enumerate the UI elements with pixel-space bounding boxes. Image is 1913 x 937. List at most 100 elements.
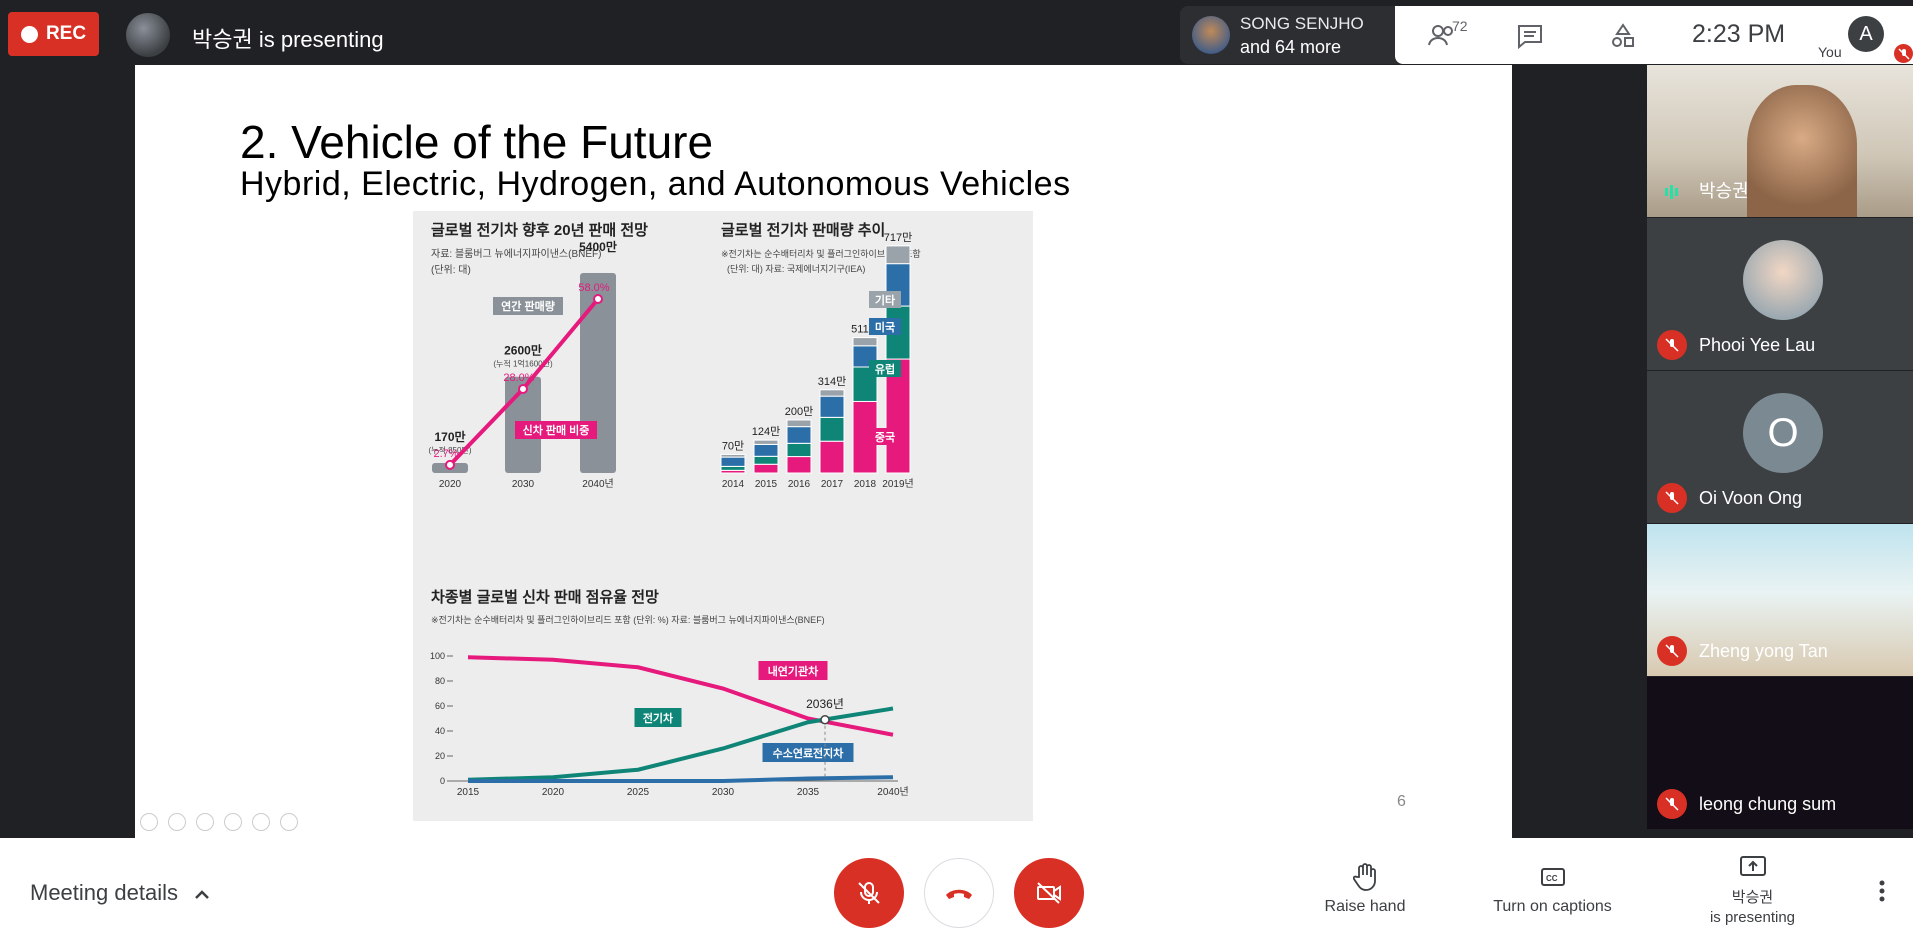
- participant-avatar: [1743, 240, 1823, 320]
- presentation-slide: 2. Vehicle of the Future Hybrid, Electri…: [135, 65, 1512, 838]
- mic-off-icon: [858, 882, 880, 904]
- right-gutter: [1512, 65, 1647, 838]
- people-icon[interactable]: [1424, 18, 1460, 54]
- chart2-bar-segment: [753, 455, 779, 465]
- chart2-legend-swatch: [869, 360, 901, 377]
- participant-avatar: [1192, 16, 1230, 54]
- participant-name: Phooi Yee Lau: [1699, 335, 1816, 355]
- meeting-details-label: Meeting details: [30, 880, 178, 905]
- chart2-x-tick: 2019년: [882, 478, 913, 490]
- leave-call-button[interactable]: [924, 858, 994, 928]
- chart1-callout-box: [493, 297, 563, 315]
- chart3-series-label-box: [762, 743, 854, 762]
- slides-icon[interactable]: [224, 813, 242, 831]
- chart3-series-label: 전기차: [643, 711, 674, 725]
- chart2-x-tick: 2018: [854, 479, 877, 490]
- top-bar: REC 박승권 is presenting SONG SENJHO and 64…: [0, 0, 1913, 65]
- chart2-bar-segment: [753, 463, 779, 474]
- chart1-source: 자료: 블룸버그 뉴에너지파이낸스(BNEF): [431, 248, 601, 260]
- chart3-y-tick: 60: [435, 701, 445, 711]
- chart1-callout-box: [515, 421, 597, 439]
- record-dot-icon: [20, 25, 38, 43]
- participant-tile[interactable]: leong chung sum: [1647, 677, 1913, 830]
- chart3-cross-label: 2036년: [806, 697, 844, 711]
- mic-off-icon: [1657, 330, 1687, 360]
- other-participants-chip[interactable]: SONG SENJHO and 64 more: [1180, 6, 1400, 64]
- others-count: and 64 more: [1240, 37, 1342, 57]
- pen-icon[interactable]: [196, 813, 214, 831]
- chart1-share-label: 2.7%: [433, 448, 458, 460]
- svg-text:CC: CC: [1546, 874, 1558, 883]
- participant-tile[interactable]: O Oi Voon Ong: [1647, 371, 1913, 524]
- chart3-title: 차종별 글로벌 신차 판매 점유율 전망: [431, 588, 659, 606]
- participant-tile[interactable]: 박승권: [1647, 65, 1913, 218]
- chart2-legend-label: 기타: [875, 293, 896, 307]
- camera-toggle-button[interactable]: [1014, 858, 1084, 928]
- participant-name: Oi Voon Ong: [1699, 488, 1803, 508]
- chart2-bar-segment: [885, 358, 911, 474]
- prev-slide-icon[interactable]: [140, 813, 158, 831]
- more-options-icon[interactable]: [1874, 876, 1890, 906]
- chart2-total-label: 70만: [722, 439, 744, 452]
- chart2-bar-segment: [786, 426, 812, 444]
- next-slide-icon[interactable]: [168, 813, 186, 831]
- activities-icon[interactable]: [1605, 18, 1641, 54]
- raise-hand-label[interactable]: Raise hand: [1324, 898, 1406, 915]
- slide-controls: [140, 813, 298, 831]
- chart3-series-line: [468, 775, 894, 783]
- chart2-bar-segment: [720, 465, 746, 471]
- mic-toggle-button[interactable]: [834, 858, 904, 928]
- captions-icon[interactable]: CC: [1538, 864, 1568, 890]
- captions-label[interactable]: Turn on captions: [1493, 898, 1612, 915]
- chart2-bar-segment: [786, 442, 812, 458]
- chart2-x-tick: 2015: [755, 479, 778, 490]
- infographic: 글로벌 전기차 향후 20년 판매 전망 자료: 블룸버그 뉴에너지파이낸스(B…: [413, 211, 1033, 821]
- chart2-x-tick: 2014: [722, 479, 745, 490]
- you-label: You: [1818, 44, 1842, 60]
- chart3-y-tick: 40: [435, 726, 445, 736]
- user-avatar[interactable]: A: [1848, 16, 1884, 52]
- chart3-x-tick: 2015: [457, 787, 480, 798]
- meeting-details-button[interactable]: Meeting details: [30, 880, 210, 906]
- mic-off-icon: [1657, 789, 1687, 819]
- speaking-icon: [1657, 177, 1687, 207]
- infographic-svg: 글로벌 전기차 향후 20년 판매 전망 자료: 블룸버그 뉴에너지파이낸스(B…: [429, 221, 921, 798]
- chart2-legend-label: 중국: [875, 431, 895, 444]
- chart2-legend-swatch: [869, 291, 901, 308]
- others-name: SONG SENJHO: [1240, 14, 1364, 33]
- chart2-total-label: 200만: [785, 405, 813, 418]
- chart1-x-tick: 2030: [512, 479, 535, 490]
- chart3-note: ※전기차는 순수배터리차 및 플러그인하이브리드 포함 (단위: %) 자료: …: [431, 614, 825, 625]
- chart2-bar-segment: [720, 453, 746, 458]
- mic-off-icon: [1657, 636, 1687, 666]
- present-screen-icon[interactable]: [1738, 854, 1768, 880]
- more-icon[interactable]: [280, 813, 298, 831]
- chart3-y-tick: 0: [440, 776, 445, 786]
- zoom-icon[interactable]: [252, 813, 270, 831]
- chart1-group: 2020 170만(누적 850만) 2030 2600만(누적 1억1600만) 20…: [429, 239, 617, 490]
- chat-icon[interactable]: [1512, 18, 1548, 54]
- participant-tile[interactable]: Zheng yong Tan: [1647, 524, 1913, 677]
- participant-name: leong chung sum: [1699, 794, 1837, 814]
- chart2-bar-segment: [720, 456, 746, 467]
- clock: 2:23 PM: [1692, 20, 1786, 48]
- chart1-sub-label: (누적 1억1600만): [493, 359, 553, 369]
- chart1-value-label: 5400만: [579, 239, 617, 254]
- chart1-callout-share: 신차 판매 비중: [523, 423, 590, 437]
- chart1-share-point: [593, 294, 603, 304]
- chevron-up-icon: [194, 880, 210, 906]
- chart3-x-tick: 2030: [712, 787, 735, 798]
- participant-tiles: 박승권 Phooi Yee Lau O Oi Voon Ong Zheng yo…: [1647, 65, 1913, 830]
- participant-tile[interactable]: Phooi Yee Lau: [1647, 218, 1913, 371]
- chart2-legend-label: 유럽: [875, 362, 895, 376]
- chart2-group: 70만2014124만2015200만2016314만2017511만20187…: [720, 231, 914, 490]
- chart1-share-label: 28.0%: [503, 372, 534, 384]
- chart2-total-label: 124만: [752, 425, 780, 438]
- chart3-group: 0 20 40 60 80 100 2015 2020 2025 2030 2035 2040년 내연기…: [430, 651, 909, 798]
- chart3-series-label: 내연기관차: [768, 664, 819, 678]
- chart1-value-label: 170만: [434, 429, 465, 444]
- raise-hand-icon[interactable]: [1350, 862, 1380, 892]
- slide-subtitle: Hybrid, Electric, Hydrogen, and Autonomo…: [240, 165, 1071, 203]
- participant-name: Zheng yong Tan: [1699, 641, 1828, 661]
- chart1-share-label: 58.0%: [578, 282, 609, 294]
